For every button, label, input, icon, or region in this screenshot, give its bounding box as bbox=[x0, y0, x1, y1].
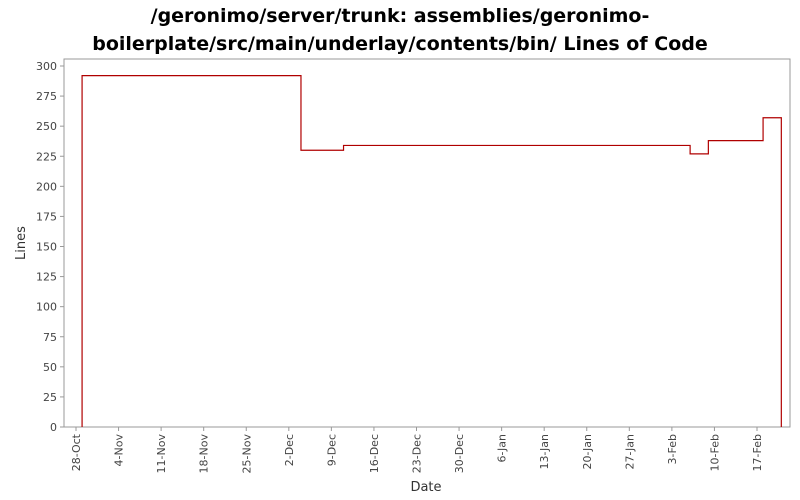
x-tick-label: 28-Oct bbox=[70, 433, 83, 471]
series-line bbox=[81, 75, 782, 427]
y-tick-label: 175 bbox=[36, 210, 57, 223]
y-tick-label: 225 bbox=[36, 150, 57, 163]
x-tick-label: 10-Feb bbox=[708, 434, 721, 471]
y-axis-label: Lines bbox=[14, 226, 29, 260]
x-tick-label: 2-Dec bbox=[283, 434, 296, 466]
x-tick-label: 23-Dec bbox=[411, 434, 424, 473]
x-tick-label: 17-Feb bbox=[751, 434, 764, 471]
x-tick-label: 13-Jan bbox=[538, 434, 551, 470]
y-tick-label: 275 bbox=[36, 90, 57, 103]
plot-area bbox=[63, 58, 791, 428]
x-tick-label: 20-Jan bbox=[581, 434, 594, 470]
x-tick-label: 3-Feb bbox=[666, 434, 679, 464]
x-axis-label: Date bbox=[410, 480, 441, 495]
x-tick-label: 16-Dec bbox=[368, 434, 381, 473]
chart-title: /geronimo/server/trunk: assemblies/geron… bbox=[0, 2, 800, 58]
y-tick-label: 300 bbox=[36, 60, 57, 73]
y-axis: 0 25 50 75 100 125 150 175 200 225 250 275 300 bbox=[36, 60, 64, 434]
y-tick-label: 125 bbox=[36, 271, 57, 284]
series-layer bbox=[81, 75, 782, 427]
x-tick-label: 4-Nov bbox=[113, 434, 126, 467]
x-tick-label: 9-Dec bbox=[325, 434, 338, 466]
x-tick-label: 25-Nov bbox=[240, 434, 253, 474]
chart-title-line-2: boilerplate/src/main/underlay/contents/b… bbox=[92, 33, 708, 55]
y-tick-label: 150 bbox=[36, 241, 57, 254]
x-tick-label: 30-Dec bbox=[453, 434, 466, 473]
y-tick-label: 0 bbox=[50, 421, 57, 434]
x-tick-label: 27-Jan bbox=[623, 434, 636, 470]
x-axis: 28-Oct 4-Nov 11-Nov 18-Nov 25-Nov 2-Dec 9-Dec 1… bbox=[70, 427, 764, 473]
x-tick-label: 6-Jan bbox=[496, 434, 509, 463]
x-tick-label: 11-Nov bbox=[155, 434, 168, 474]
x-tick-label: 18-Nov bbox=[198, 434, 211, 474]
y-tick-label: 200 bbox=[36, 180, 57, 193]
y-tick-label: 25 bbox=[43, 391, 57, 404]
y-tick-label: 100 bbox=[36, 301, 57, 314]
y-tick-label: 250 bbox=[36, 120, 57, 133]
y-tick-label: 75 bbox=[43, 331, 57, 344]
y-tick-label: 50 bbox=[43, 361, 57, 374]
chart-title-line-1: /geronimo/server/trunk: assemblies/geron… bbox=[150, 5, 650, 27]
